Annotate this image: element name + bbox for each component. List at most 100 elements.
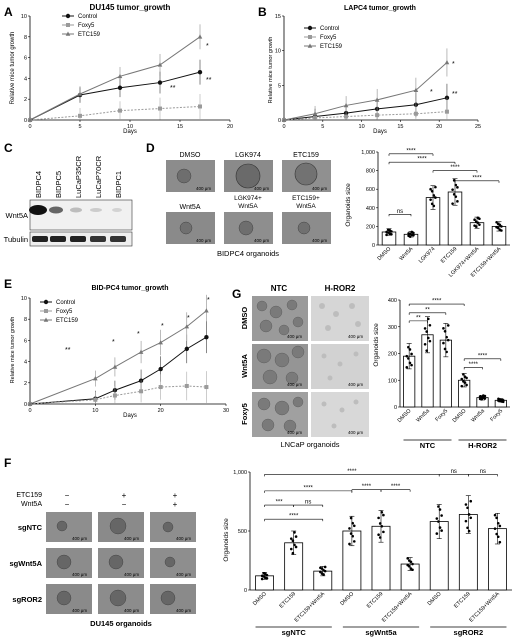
- data-dot: [476, 216, 480, 220]
- data-dot: [406, 557, 410, 560]
- data-point: [27, 401, 33, 406]
- y-tick-label: 2: [24, 381, 27, 387]
- sig-label: *: [452, 61, 455, 68]
- svg-text:Control: Control: [320, 26, 339, 32]
- y-tick-label: 600: [366, 187, 375, 193]
- data-dot: [478, 397, 482, 401]
- panel-letter: A: [4, 5, 13, 19]
- data-dot: [452, 193, 456, 196]
- treatment-label: Wnt5A: [21, 501, 42, 508]
- data-dot: [349, 516, 353, 520]
- data-dot: [460, 384, 464, 388]
- organoid: [274, 352, 290, 368]
- scale-bar-label: 400 μm: [287, 430, 302, 435]
- data-dot: [496, 222, 500, 226]
- sig-label: ****: [472, 175, 482, 181]
- x-tick-label: 0: [28, 408, 31, 414]
- data-dot: [293, 531, 296, 534]
- blot-band: [110, 236, 126, 242]
- sig-label: *: [112, 339, 115, 346]
- data-dot: [456, 200, 459, 203]
- legend-item-etc159: ETC159: [304, 43, 343, 50]
- data-dot: [291, 539, 295, 543]
- chart-legend: Control Foxy5 ETC159: [62, 13, 101, 38]
- data-dot: [438, 526, 442, 529]
- y-tick-label: 300: [388, 325, 397, 331]
- data-dot: [348, 527, 351, 530]
- data-point: [184, 324, 190, 329]
- data-point: [413, 111, 418, 116]
- legend-item-etc159: ETC159: [62, 31, 101, 38]
- data-dot: [352, 540, 356, 543]
- row-label: Foxy5: [240, 403, 249, 425]
- legend-item-foxy5: Foxy5: [40, 309, 73, 315]
- organoid: [262, 369, 278, 385]
- data-dot: [482, 394, 485, 397]
- data-dot: [466, 506, 469, 510]
- scale-bar-label: 400 μm: [176, 572, 191, 577]
- panel-d: D DMSO LGK974 ETC159 Wnt5A LGK974+ Wnt5A …: [146, 141, 510, 279]
- line-chart: 0 5 10 15 20 0 2 4 6 8 10: [21, 14, 233, 130]
- category-label: Wnt5A: [398, 246, 414, 262]
- data-dot: [434, 196, 437, 199]
- y-tick-label: 4: [24, 76, 27, 82]
- data-dot: [427, 336, 430, 340]
- organoid: [256, 348, 272, 364]
- chart-legend: Control Foxy5 ETC159: [304, 25, 343, 50]
- data-dot: [462, 380, 465, 383]
- data-point: [444, 59, 450, 65]
- svg-text:Control: Control: [56, 300, 75, 306]
- sig-label: ns: [397, 209, 403, 215]
- data-dot: [435, 517, 439, 520]
- lane-label: BIDPC1: [114, 171, 123, 198]
- y-tick-label: 2: [24, 97, 27, 103]
- data-dot: [456, 186, 459, 189]
- data-dot: [432, 194, 436, 197]
- legend-item-foxy5: Foxy5: [304, 35, 337, 41]
- organoid: [333, 311, 339, 317]
- y-tick-label: 10: [21, 296, 27, 302]
- column-label: H-ROR2: [325, 284, 356, 293]
- data-dot: [428, 339, 432, 343]
- organoid: [56, 554, 72, 570]
- y-axis-label: Organoids size: [373, 323, 380, 367]
- data-dot: [430, 190, 434, 193]
- organoid: [325, 325, 331, 331]
- organoid: [283, 419, 297, 433]
- data-dot: [425, 349, 429, 352]
- data-dot: [386, 228, 390, 231]
- data-dot: [289, 537, 293, 540]
- sig-label: ****: [289, 514, 299, 520]
- legend-item-foxy5: Foxy5: [62, 23, 95, 29]
- y-tick-label: 1,000: [233, 470, 247, 476]
- chart-title: LAPC4 tumor_growth: [344, 5, 416, 12]
- image-label: Wnt5A: [179, 204, 200, 211]
- data-dot: [378, 536, 382, 539]
- panel-b: B LAPC4 tumor_growth Relative mice tumor…: [258, 5, 481, 135]
- blot-band: [70, 207, 82, 213]
- data-point: [204, 308, 209, 313]
- svg-text:ETC159: ETC159: [56, 318, 79, 324]
- y-tick-label: 6: [24, 56, 27, 62]
- microscopy-grid: 400 μm 400 μm 400 μm 400 μm 400 μm 400 μ…: [10, 512, 196, 628]
- organoid: [319, 303, 325, 309]
- data-dot: [454, 183, 458, 187]
- organoid: [337, 361, 343, 367]
- scale-bar-label: 400 μm: [348, 382, 363, 387]
- x-tick-label: 10: [127, 124, 133, 130]
- image-label: DMSO: [180, 152, 202, 159]
- organoid: [291, 345, 305, 359]
- data-dot: [473, 218, 476, 222]
- organoid: [108, 554, 124, 570]
- group-label: NTC: [420, 441, 436, 450]
- data-dot: [462, 373, 465, 376]
- organoid: [353, 351, 359, 357]
- data-dot: [500, 225, 503, 228]
- sig-label: ****: [362, 484, 372, 490]
- series-line-control: [29, 71, 201, 121]
- data-point: [157, 62, 163, 67]
- data-point: [158, 366, 163, 372]
- data-dot: [445, 350, 448, 354]
- data-dot: [440, 514, 443, 517]
- blot-band: [49, 206, 63, 214]
